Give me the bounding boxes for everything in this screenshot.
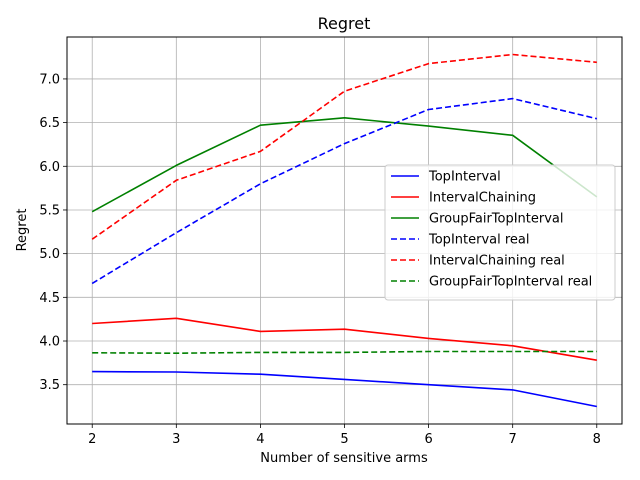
legend-label: TopInterval real bbox=[428, 233, 530, 248]
x-tick-label: 3 bbox=[172, 432, 180, 447]
x-axis-ticks: 2 3 4 5 6 7 8 bbox=[88, 424, 601, 447]
series-layer bbox=[91, 53, 598, 408]
y-tick-label: 6.5 bbox=[39, 116, 60, 131]
x-tick-label: 4 bbox=[256, 432, 264, 447]
x-axis-label: Number of sensitive arms bbox=[260, 451, 428, 466]
series-line-intervalchaining bbox=[92, 317, 597, 361]
series-line-groupfairtopinterval bbox=[91, 117, 598, 213]
x-tick-label: 2 bbox=[88, 432, 96, 447]
y-axis-ticks: 3.5 4.0 4.5 5.0 5.5 6.0 6.5 7.0 bbox=[39, 72, 67, 393]
x-tick-label: 5 bbox=[340, 432, 348, 447]
legend-label: IntervalChaining real bbox=[429, 254, 565, 269]
series-line-intervalchaining-real bbox=[91, 53, 597, 240]
legend-box bbox=[384, 164, 616, 301]
y-tick-label: 7.0 bbox=[39, 72, 60, 87]
x-tick-label: 6 bbox=[424, 432, 432, 447]
x-tick-label: 7 bbox=[509, 432, 517, 447]
series-line-groupfairtopinterval-real bbox=[92, 350, 597, 355]
y-tick-label: 6.0 bbox=[39, 160, 60, 175]
y-tick-label: 5.0 bbox=[39, 247, 60, 262]
y-tick-label: 5.5 bbox=[39, 203, 60, 218]
legend-label: IntervalChaining bbox=[429, 191, 536, 206]
chart-title: Regret bbox=[318, 14, 371, 33]
y-axis-label: Regret bbox=[15, 209, 30, 252]
y-tick-label: 3.5 bbox=[39, 378, 60, 393]
y-tick-label: 4.5 bbox=[39, 291, 60, 306]
legend-label: GroupFairTopInterval bbox=[429, 212, 564, 227]
legend-label: TopInterval bbox=[428, 170, 501, 185]
legend-label: GroupFairTopInterval real bbox=[429, 275, 592, 290]
y-tick-label: 4.0 bbox=[39, 335, 60, 350]
x-tick-label: 8 bbox=[593, 432, 601, 447]
series-line-topinterval-real bbox=[91, 97, 597, 285]
series-line-topinterval bbox=[92, 370, 597, 408]
legend: TopInterval IntervalChaining GroupFairTopI… bbox=[384, 164, 616, 301]
